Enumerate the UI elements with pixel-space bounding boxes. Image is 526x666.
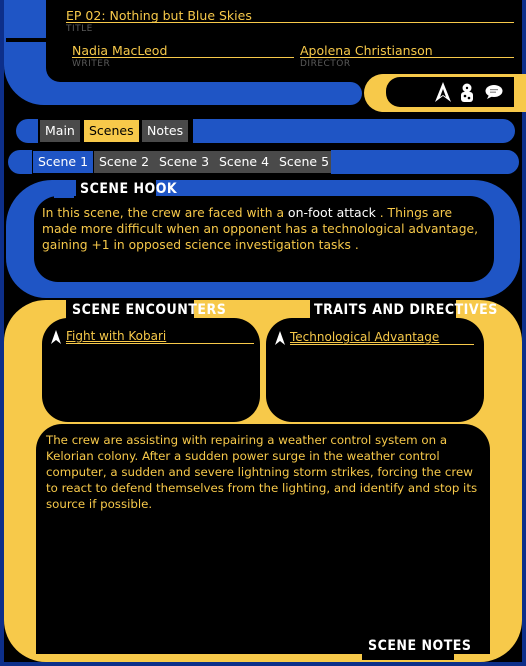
- scene-tabs-bar: [331, 150, 519, 174]
- main-tabs-bar: [193, 119, 515, 143]
- scene-hook-title: SCENE HOOK: [80, 181, 178, 197]
- title-caption: TITLE: [66, 24, 93, 34]
- scene-hook-notch: [54, 180, 74, 198]
- traits-panel: [266, 318, 484, 422]
- encounters-title: SCENE ENCOUNTERS: [72, 302, 227, 318]
- tab-scene-1[interactable]: Scene 1: [33, 151, 94, 173]
- writer-input[interactable]: Nadia MacLeod: [72, 43, 294, 58]
- lcars-elbow-divider: [6, 38, 64, 42]
- writer-caption: WRITER: [72, 59, 111, 69]
- tab-scene-3[interactable]: Scene 3: [154, 151, 215, 173]
- tab-scene-4[interactable]: Scene 4: [214, 151, 275, 173]
- title-field[interactable]: EP 02: Nothing but Blue Skies TITLE: [66, 8, 514, 34]
- trait-link[interactable]: Technological Advantage: [290, 330, 474, 345]
- scene-hook-text-before: In this scene, the crew are faced with a: [42, 206, 284, 220]
- director-field[interactable]: Apolena Christianson DIRECTOR: [300, 43, 514, 69]
- tab-notes[interactable]: Notes: [142, 120, 189, 142]
- scene-hook-panel: [34, 196, 494, 282]
- traits-title: TRAITS AND DIRECTIVES: [314, 302, 498, 318]
- main-tabs-cap: [16, 119, 38, 143]
- scene-hook-title-bg: [76, 180, 156, 198]
- writer-field[interactable]: Nadia MacLeod WRITER: [72, 43, 294, 69]
- scene-hook-highlight: on-foot attack: [287, 205, 376, 220]
- starfleet-delta-icon[interactable]: [433, 81, 453, 103]
- lcars-header-bar: [44, 82, 362, 105]
- icon-toolbar-cap: [514, 74, 526, 112]
- tab-scene-5[interactable]: Scene 5: [274, 151, 335, 173]
- director-input[interactable]: Apolena Christianson: [300, 43, 514, 58]
- dice-icon[interactable]: [458, 81, 476, 103]
- scene-hook-text-after: . Things are made more difficult when an…: [42, 206, 478, 252]
- notes-text[interactable]: The crew are assisting with repairing a …: [46, 433, 478, 511]
- chat-bubble-icon[interactable]: [484, 84, 504, 100]
- title-input[interactable]: EP 02: Nothing but Blue Skies: [66, 8, 514, 23]
- notes-title: SCENE NOTES: [368, 638, 472, 654]
- scene-hook-text[interactable]: In this scene, the crew are faced with a…: [42, 205, 482, 253]
- tab-scenes[interactable]: Scenes: [84, 120, 139, 142]
- director-caption: DIRECTOR: [300, 59, 351, 69]
- encounters-title-bg: [66, 300, 194, 320]
- notes-title-bg: [362, 636, 454, 660]
- scene-tabs-cap: [8, 150, 32, 174]
- encounter-link[interactable]: Fight with Kobari: [66, 329, 254, 344]
- starfleet-delta-icon: [50, 329, 62, 344]
- tab-scene-2[interactable]: Scene 2: [94, 151, 155, 173]
- starfleet-delta-icon: [274, 330, 286, 345]
- traits-title-bg: [310, 300, 456, 320]
- tab-main[interactable]: Main: [40, 120, 80, 142]
- notes-panel: [36, 424, 490, 654]
- encounters-panel: [42, 318, 260, 422]
